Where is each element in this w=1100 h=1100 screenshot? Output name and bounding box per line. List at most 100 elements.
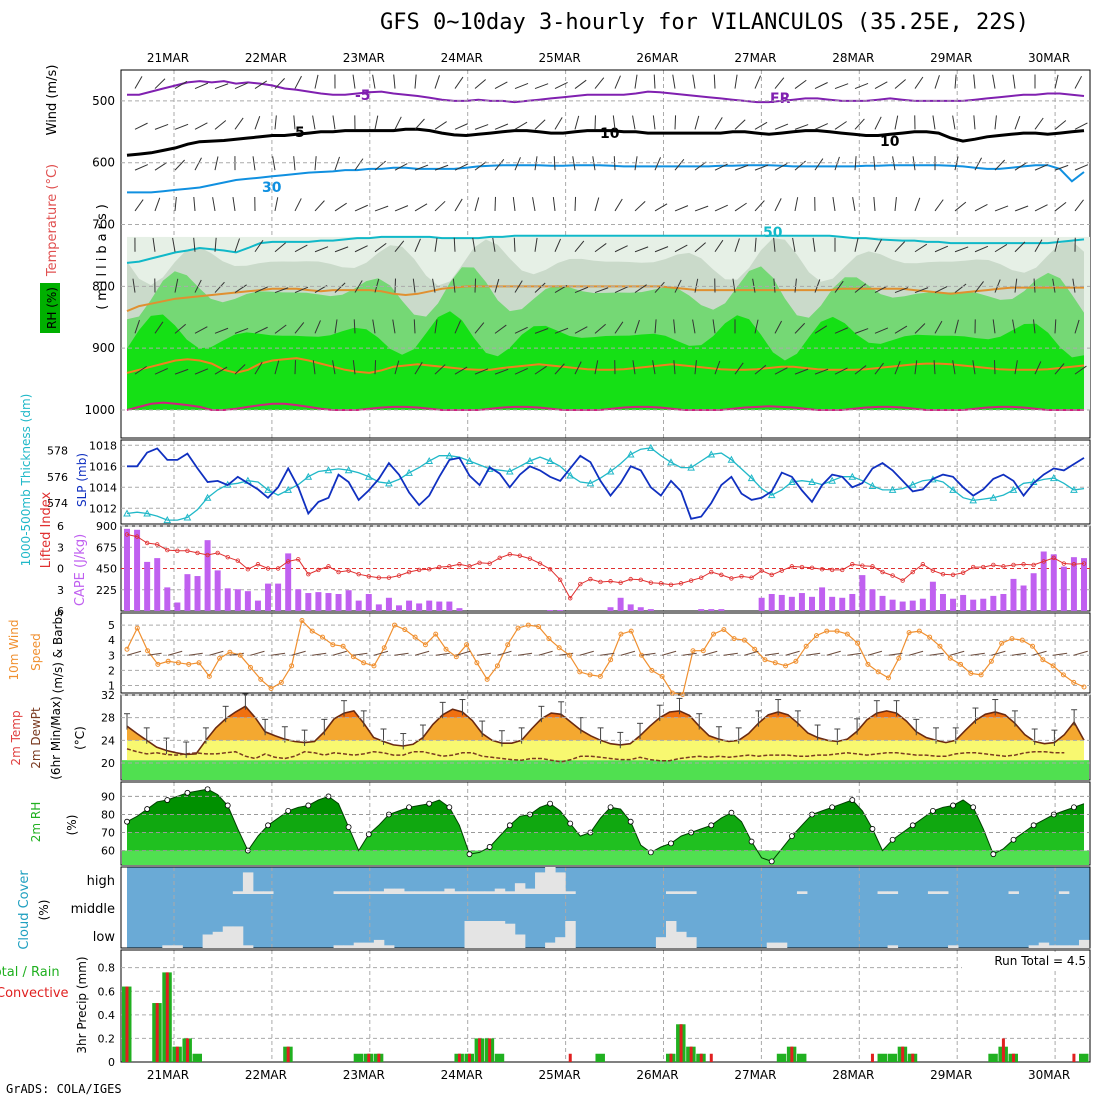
wind-barb — [212, 197, 216, 212]
cape-bar — [355, 600, 362, 611]
lifted-marker — [779, 568, 784, 573]
wind-barb — [1012, 74, 1016, 89]
rh-tick-label: 80 — [101, 808, 115, 821]
cloud-bar — [555, 872, 566, 894]
lifted-marker — [870, 564, 875, 569]
lifted-marker — [900, 578, 905, 583]
precip-tick-label: 0 — [108, 1056, 115, 1069]
lifted-marker — [497, 555, 502, 561]
wind-speed-marker — [875, 669, 881, 675]
lifted-marker — [910, 569, 915, 575]
wind-barb — [574, 196, 577, 211]
wind-barb — [1034, 239, 1043, 252]
wind-speed-marker — [443, 646, 449, 652]
wind-barb — [854, 156, 857, 171]
rh-marker — [164, 797, 171, 803]
wind-speed-marker — [731, 636, 737, 642]
wind-barb — [494, 368, 509, 375]
wind-barb — [673, 319, 676, 334]
cloud-bar — [948, 945, 959, 948]
wind-barb — [234, 327, 249, 334]
wind10-axis-label-2: Speed — [29, 633, 43, 671]
lifted-marker — [960, 570, 966, 575]
precip-convective-bar — [457, 1053, 461, 1062]
wind-barb — [834, 280, 844, 293]
wind-speed-marker — [165, 658, 171, 664]
wind-barb — [1054, 319, 1057, 334]
wind-barb — [1054, 164, 1069, 171]
wind-barb — [1033, 278, 1036, 293]
lifted-tick-label: 6 — [57, 520, 64, 533]
cloud-unit-label: (%) — [37, 900, 51, 921]
date-label-top: 22MAR — [245, 51, 287, 65]
thickness-marker — [747, 474, 756, 482]
cloud-bar — [474, 891, 486, 894]
wind-barb — [694, 115, 700, 130]
wind-speed-marker — [474, 660, 480, 666]
cape-bar — [436, 601, 443, 611]
wind-barb — [454, 76, 464, 89]
wind-barb — [394, 205, 409, 212]
wind-barb — [154, 162, 168, 171]
wind-barb — [694, 278, 699, 293]
pressure-tick-label: 700 — [92, 218, 115, 232]
wind-barb — [334, 156, 340, 171]
lifted-marker — [991, 562, 996, 568]
precip-convective-bar — [901, 1046, 905, 1062]
wind-barb — [494, 81, 508, 89]
wind-barb — [794, 368, 809, 375]
cloud-bar — [927, 891, 939, 894]
wind-speed-marker — [515, 625, 521, 631]
wind-barb — [374, 360, 377, 375]
cloud-bar — [937, 891, 949, 894]
lifted-marker — [165, 547, 170, 553]
cloud-bar — [686, 937, 697, 948]
date-label-bottom: 28MAR — [832, 1068, 874, 1082]
wind-barb — [1034, 361, 1042, 375]
cape-bar — [1000, 594, 1007, 611]
wind-barb — [354, 158, 364, 171]
cloud-bar — [343, 945, 355, 948]
cape-bar — [819, 587, 826, 611]
wind-speed-marker — [536, 624, 542, 630]
date-label-bottom: 22MAR — [245, 1068, 287, 1082]
wind-barb — [734, 74, 738, 89]
lifted-marker — [608, 579, 613, 584]
cloud-bar — [524, 888, 536, 894]
lifted-marker — [275, 566, 281, 571]
lifted-marker — [1051, 555, 1056, 561]
wind-barb — [514, 280, 523, 293]
wind-barb — [934, 285, 948, 293]
cloud-bar — [1079, 939, 1090, 948]
wind-barb — [1054, 74, 1059, 89]
wind-barb — [1074, 122, 1088, 130]
cape-bar — [607, 607, 614, 611]
wind-barb — [454, 198, 463, 212]
precip-total-bar — [887, 1053, 898, 1062]
cloud-bar — [172, 945, 183, 948]
date-label-top: 23MAR — [343, 51, 385, 65]
wind-barb — [534, 237, 538, 252]
wind-barb — [970, 652, 985, 656]
precip-convective-bar — [488, 1038, 492, 1062]
wind-barb — [274, 324, 287, 334]
temp-tick-label: 20 — [101, 757, 115, 770]
wind-barb — [193, 196, 196, 211]
lifted-marker — [981, 564, 986, 570]
panel-frame — [120, 439, 1091, 525]
cape-bar — [929, 581, 936, 611]
cape-bar — [758, 597, 765, 611]
wind-barb — [353, 652, 368, 656]
cloud-bar — [665, 921, 677, 948]
wind-barb — [714, 204, 728, 212]
wind-barb — [854, 328, 869, 334]
wind-barb — [641, 652, 656, 656]
lifted-marker — [537, 561, 543, 566]
wind-speed-marker — [371, 663, 377, 669]
temp-band-top — [127, 706, 1084, 718]
rh-marker — [124, 818, 130, 825]
wind-barb — [1014, 360, 1018, 375]
wind-barb — [594, 243, 607, 253]
wind-barb — [254, 80, 268, 89]
thickness-marker — [707, 450, 716, 458]
